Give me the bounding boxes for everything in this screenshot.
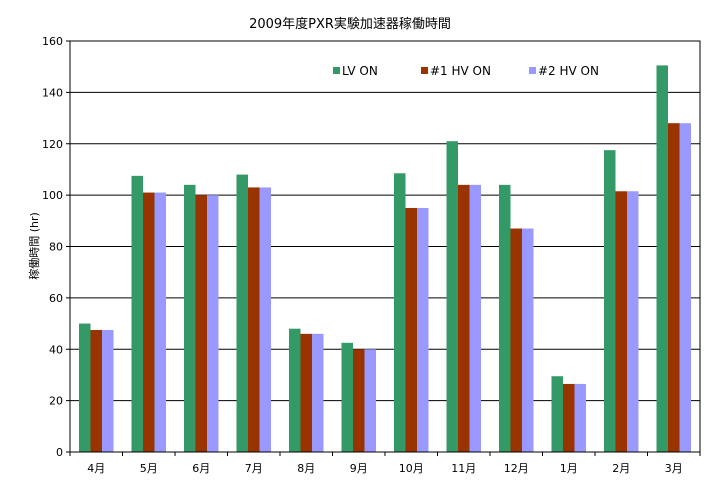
gridlines [70, 91, 700, 402]
legend-label: LV ON [342, 64, 378, 78]
bar [300, 333, 312, 452]
bar [248, 187, 260, 452]
bar [353, 349, 365, 452]
bar [143, 192, 155, 452]
legend-swatch [529, 67, 536, 74]
x-tick-label: 1月 [560, 462, 578, 475]
bars [79, 65, 691, 452]
bar [102, 329, 114, 452]
bar [364, 349, 376, 452]
bar [627, 191, 639, 452]
chart-title: 2009年度PXR実験加速器稼働時間 [249, 16, 451, 32]
y-tick-label: 40 [49, 343, 63, 356]
legend-swatch [333, 67, 340, 74]
y-tick-label: 60 [49, 292, 63, 305]
bar [131, 175, 143, 452]
x-tick-label: 11月 [451, 462, 476, 475]
bar [289, 328, 301, 452]
x-tick-label: 9月 [350, 462, 368, 475]
bar [195, 195, 207, 452]
bar [259, 187, 271, 452]
x-tick-label: 8月 [297, 462, 315, 475]
bar [446, 141, 458, 452]
bar [154, 192, 166, 452]
y-tick-label: 20 [49, 395, 63, 408]
y-tick-labels: 0 20 40 60 80 100 120 140 160 [42, 35, 63, 459]
bar [510, 228, 522, 452]
legend-label: #2 HV ON [538, 64, 599, 78]
x-tick-label: 5月 [140, 462, 158, 475]
x-tick-labels: 4月 5月 6月 7月 8月 9月 10月 11月 12月 1月 2月 3月 [87, 462, 683, 475]
x-tick-label: 12月 [504, 462, 529, 475]
bar [615, 191, 627, 452]
bar [394, 173, 406, 452]
bar [90, 329, 102, 452]
bar [341, 342, 353, 452]
y-tick-label: 120 [42, 138, 63, 151]
bar [499, 184, 511, 452]
bar [417, 207, 429, 452]
bar [679, 123, 691, 452]
x-tick-label: 3月 [665, 462, 683, 475]
legend: LV ON #1 HV ON #2 HV ON [333, 64, 599, 78]
bar [207, 195, 219, 452]
bar [551, 376, 563, 452]
y-tick-label: 80 [49, 241, 63, 254]
bar [469, 184, 481, 452]
bar [184, 184, 196, 452]
bar [312, 333, 324, 452]
bar [656, 65, 668, 452]
y-tick-label: 0 [56, 446, 63, 459]
x-tick-label: 6月 [192, 462, 210, 475]
bar [405, 207, 417, 452]
x-tick-label: 4月 [87, 462, 105, 475]
legend-label: #1 HV ON [430, 64, 491, 78]
x-tick-label: 7月 [245, 462, 263, 475]
bar [574, 383, 586, 452]
bar [458, 184, 470, 452]
bar [604, 150, 616, 452]
y-tick-label: 140 [42, 86, 63, 99]
x-tick-label: 2月 [612, 462, 630, 475]
y-tick-label: 100 [42, 189, 63, 202]
bar [522, 228, 534, 452]
bar [668, 123, 680, 452]
y-axis-label: 稼働時間 (hr) [27, 212, 41, 280]
y-tick-label: 160 [42, 35, 63, 48]
legend-swatch [421, 67, 428, 74]
bar [236, 174, 248, 452]
axes [66, 40, 701, 456]
x-tick-label: 10月 [399, 462, 424, 475]
bar [79, 323, 91, 452]
bar [563, 383, 575, 452]
